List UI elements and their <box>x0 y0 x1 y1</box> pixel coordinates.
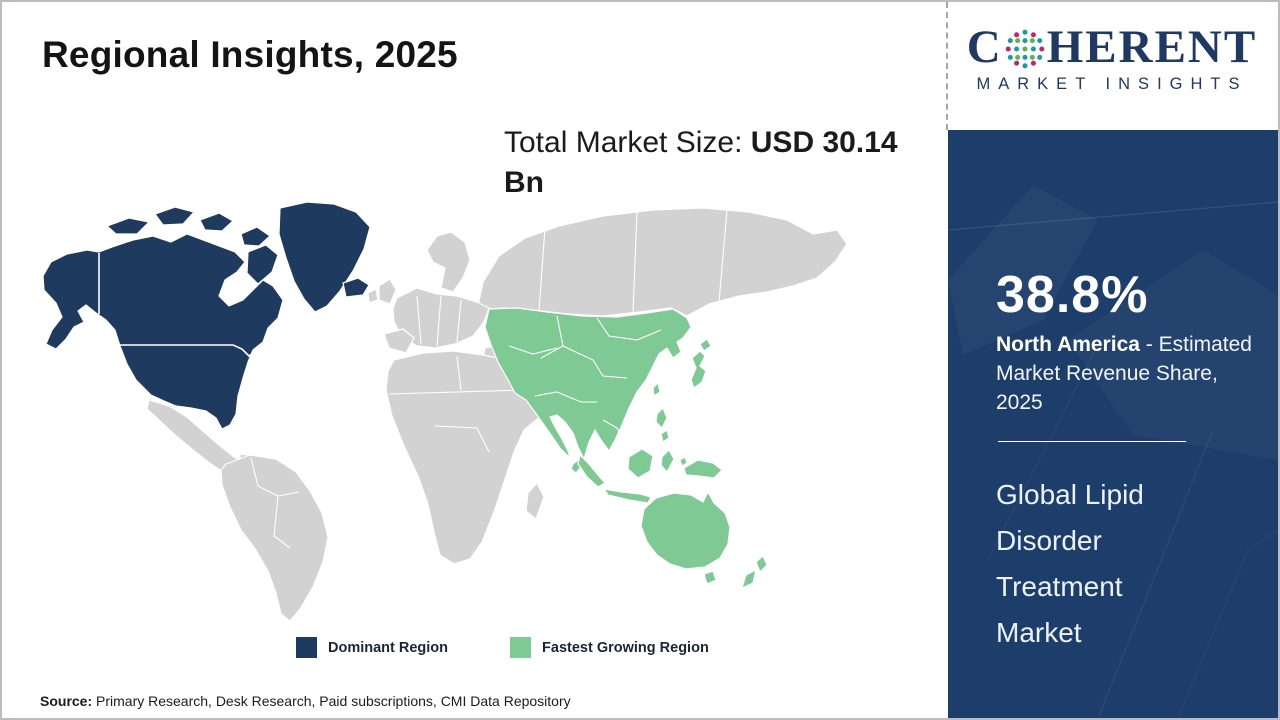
source-label: Source: <box>40 693 93 709</box>
land-sumatra <box>577 454 606 488</box>
country-borders-other <box>250 209 728 549</box>
land-new-zealand-south <box>741 569 757 589</box>
sidebar-map-texture <box>948 185 1278 718</box>
land-japan <box>690 350 707 389</box>
country-borders-asia <box>508 315 662 441</box>
land-north-america <box>42 233 284 430</box>
land-australia <box>640 491 731 570</box>
land-taiwan <box>652 382 661 397</box>
dotted-globe-icon <box>1005 29 1045 68</box>
land-sulawesi <box>660 449 675 473</box>
market-share-description: North America - Estimated Market Revenue… <box>996 330 1268 417</box>
brand-wordmark: C <box>960 24 1264 71</box>
land-asia <box>484 307 692 460</box>
legend-label-dominant: Dominant Region <box>328 639 449 656</box>
region-asia-pacific <box>484 307 768 589</box>
world-map <box>42 201 848 622</box>
brand-logo: C <box>960 24 1264 94</box>
legend-item-fastest-growing: Fastest Growing Region <box>510 637 709 658</box>
land-greenland <box>278 201 371 313</box>
share-region-name: North America <box>996 332 1140 356</box>
brand-letters-rest: HERENT <box>1046 21 1258 73</box>
land-philippines <box>655 407 668 429</box>
land-uk <box>378 278 397 305</box>
market-size-label: Total Market Size: <box>504 126 751 159</box>
land-europe <box>392 287 490 349</box>
market-name: Global Lipid Disorder Treatment Market <box>996 478 1144 648</box>
dominant-region-swatch <box>296 637 317 658</box>
land-new-guinea <box>683 459 723 479</box>
source-text: Primary Research, Desk Research, Paid su… <box>92 693 571 709</box>
fastest-growing-region-swatch <box>510 637 532 658</box>
share-description-text: - Estimated Market Revenue Share, 2025 <box>996 332 1252 414</box>
brand-subtitle: MARKET INSIGHTS <box>976 75 1248 93</box>
land-iberia <box>383 328 415 354</box>
region-other <box>146 207 848 622</box>
map-legend: Dominant Region Fastest Growing Region <box>296 637 709 658</box>
brand-letter-c: C <box>966 21 1003 73</box>
land-madagascar <box>525 482 545 520</box>
land-tasmania <box>703 570 717 585</box>
land-borneo <box>627 448 654 479</box>
land-arctic-islands <box>106 217 150 235</box>
land-java <box>603 488 652 504</box>
land-russia <box>476 207 848 317</box>
legend-item-dominant: Dominant Region <box>296 637 448 658</box>
land-new-zealand-north <box>755 555 768 573</box>
sidebar-divider <box>998 440 1186 442</box>
land-south-america <box>220 454 329 622</box>
land-hokkaido <box>699 338 712 352</box>
land-ireland <box>367 288 379 304</box>
country-borders-north-america <box>98 253 272 358</box>
land-scandinavia <box>426 231 471 293</box>
land-baffin <box>246 244 279 285</box>
page-title: Regional Insights, 2025 <box>42 34 458 75</box>
source-note: Source: Primary Research, Desk Research,… <box>40 693 571 709</box>
total-market-size: Total Market Size: USD 30.14 Bn <box>504 123 928 203</box>
market-size-value: USD 30.14 Bn <box>504 126 898 199</box>
legend-label-fastest-growing: Fastest Growing Region <box>542 639 709 656</box>
market-share-value: 38.8% <box>996 266 1149 324</box>
land-iceland <box>342 277 370 298</box>
sidebar-panel: 38.8% North America - Estimated Market R… <box>948 130 1278 718</box>
header-divider <box>946 2 948 130</box>
region-north-america <box>42 201 371 430</box>
